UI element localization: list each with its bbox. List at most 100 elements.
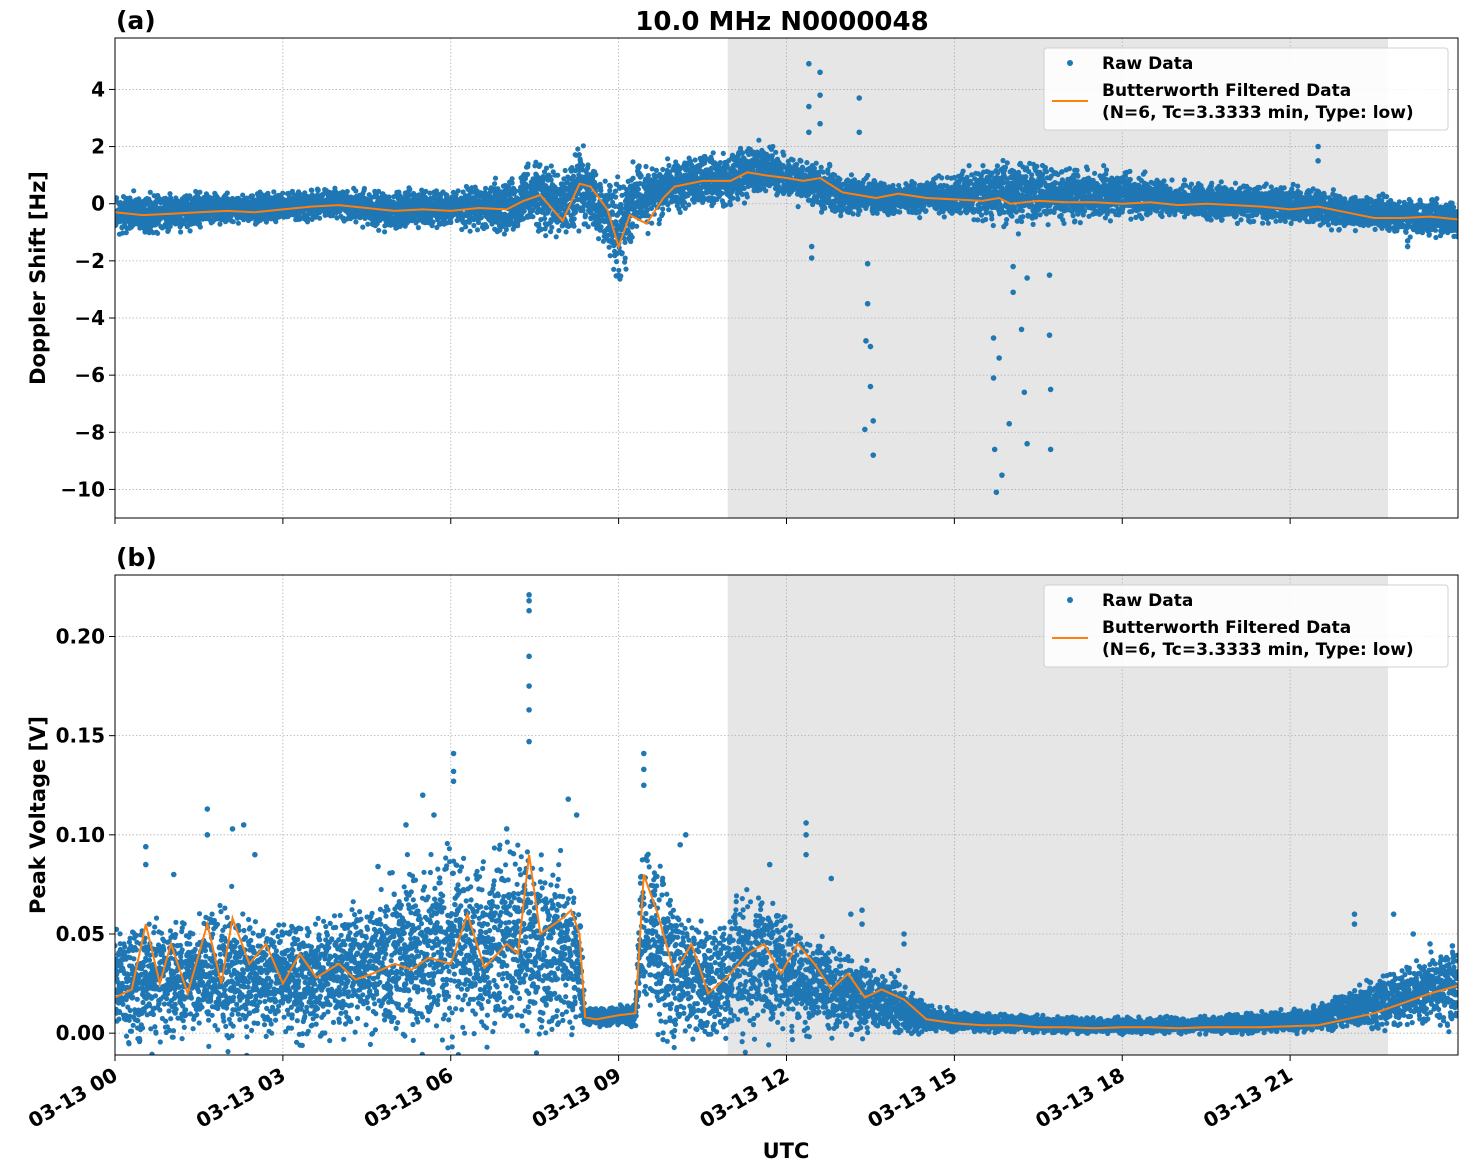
raw-data-point [646,173,651,178]
raw-data-point [407,187,412,192]
raw-data-point [745,194,750,199]
raw-data-point [735,197,740,202]
raw-data-point [543,233,548,238]
raw-data-point [678,210,683,215]
raw-data-point [236,221,241,226]
raw-data-point [623,256,628,261]
raw-data-point [593,172,598,177]
raw-data-point [471,223,476,228]
raw-data-point [581,208,586,213]
x-axis-label: UTC [763,1139,810,1163]
raw-data-point [463,224,468,229]
raw-data-point [770,144,775,149]
raw-data-point [448,220,453,225]
raw-data-point [608,253,613,258]
raw-data-point [386,194,391,199]
raw-data-point [376,228,381,233]
raw-data-point [665,156,670,161]
raw-data-point [598,188,603,193]
raw-data-point [168,224,173,229]
raw-data-point [537,162,542,167]
raw-data-point [711,150,716,155]
raw-data-point [645,231,650,236]
raw-data-point [362,186,367,191]
raw-data-point [554,234,559,239]
raw-data-point [693,157,698,162]
raw-data-point [444,193,449,198]
raw-data-point [309,188,314,193]
raw-data-point [250,193,255,198]
raw-data-point [819,165,824,170]
raw-data-point [483,186,488,191]
raw-data-point [666,207,671,212]
raw-data-point [476,220,481,225]
raw-data-point [620,250,625,255]
raw-data-point [798,158,803,163]
raw-data-point [544,166,549,171]
raw-data-point [585,162,590,167]
raw-data-point [580,163,585,168]
raw-data-point [492,181,497,186]
raw-data-point [740,151,745,156]
raw-data-point [572,216,577,221]
raw-data-point [643,164,648,169]
chart-title: 10.0 MHz N0000048 [635,7,928,37]
raw-data-point [622,240,627,245]
raw-data-point [763,188,768,193]
raw-data-point [827,163,832,168]
raw-data-point [616,268,621,273]
raw-data-point [188,228,193,233]
raw-data-point [637,164,642,169]
raw-data-point [360,225,365,230]
raw-data-point [591,197,596,202]
raw-data-point [353,188,358,193]
raw-data-point [148,190,153,195]
raw-data-point [131,188,136,193]
raw-data-point [773,150,778,155]
raw-data-point [502,231,507,236]
raw-data-point [525,172,530,177]
raw-data-point [513,189,518,194]
raw-data-point [611,267,616,272]
raw-data-point [796,204,801,209]
raw-data-point [575,146,580,151]
raw-data-point [821,170,826,175]
raw-data-point [536,222,541,227]
raw-data-point [382,229,387,234]
raw-data-point [802,172,807,177]
raw-data-point [636,187,641,192]
raw-data-point [564,229,569,234]
raw-data-point [530,214,535,219]
raw-data-point [634,224,639,229]
raw-data-point [814,161,819,166]
raw-data-point [549,177,554,182]
raw-data-point [666,163,671,168]
raw-data-point [198,224,203,229]
raw-data-point [851,211,856,216]
raw-data-point [630,235,635,240]
raw-data-point [231,219,236,224]
raw-data-point [280,191,285,196]
raw-data-point [510,180,515,185]
raw-data-point [756,138,761,143]
raw-data-point [613,195,618,200]
raw-data-point [618,273,623,278]
raw-data-point [468,229,473,234]
raw-data-point [721,151,726,156]
raw-data-point [549,163,554,168]
raw-data-point [660,167,665,172]
raw-data-point [273,219,278,224]
raw-data-point [515,223,520,228]
raw-data-point [822,206,827,211]
raw-data-point [576,228,581,233]
raw-data-point [596,236,601,241]
raw-data-point [549,225,554,230]
raw-data-point [649,221,654,226]
raw-data-point [608,184,613,189]
raw-data-point [581,143,586,148]
raw-data-point [225,190,230,195]
raw-data-point [654,168,659,173]
raw-data-point [742,200,747,205]
